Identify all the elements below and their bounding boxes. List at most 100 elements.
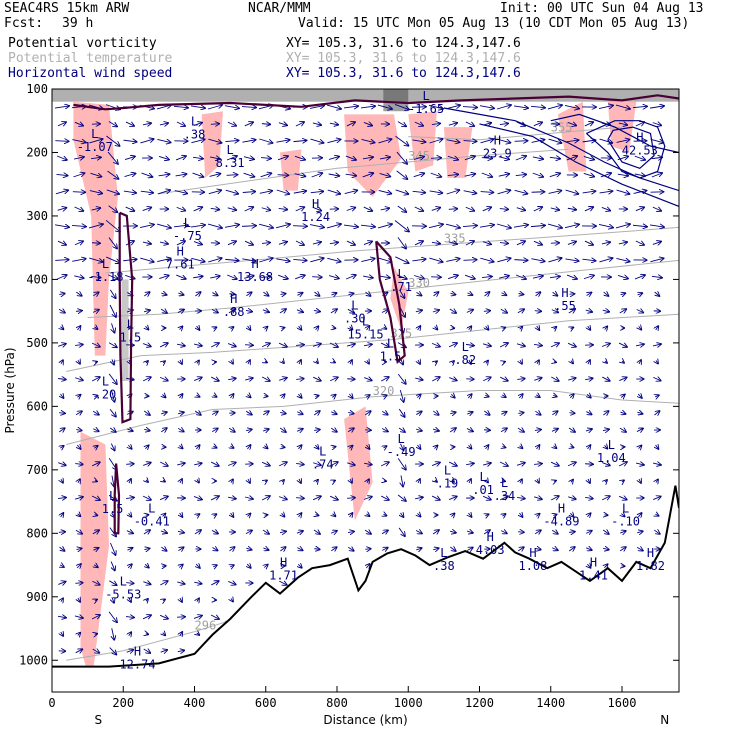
wind-vector-869 — [550, 462, 559, 466]
wind-vector-238 — [173, 225, 188, 227]
wind-vector-747 — [482, 207, 491, 211]
wind-vector-833 — [534, 311, 541, 312]
wind-vector-658 — [415, 530, 422, 533]
wind-vector-42 — [72, 259, 86, 262]
extremum-value-16: .71 — [390, 280, 412, 294]
wind-vector-404 — [262, 411, 269, 415]
wind-vector-1012 — [636, 547, 643, 550]
wind-vector-73 — [88, 224, 103, 229]
wind-vector-910 — [584, 241, 593, 245]
wind-vector-575 — [363, 497, 372, 500]
wind-vector-605 — [381, 530, 388, 533]
wind-vector-69 — [91, 157, 101, 158]
wind-vector-344 — [230, 394, 233, 398]
wind-vector-645 — [415, 310, 422, 312]
wind-vector-200 — [157, 139, 170, 142]
wind-vector-346 — [228, 428, 235, 432]
wind-vector-210 — [160, 309, 167, 313]
wind-vector-409 — [261, 496, 270, 500]
wind-vector-270 — [193, 207, 203, 211]
wind-vector-636 — [413, 157, 424, 160]
wind-vector-127 — [109, 580, 116, 585]
wind-vector-402 — [261, 377, 270, 381]
wind-vector-395 — [259, 258, 272, 263]
wind-vector-258 — [179, 565, 183, 568]
wind-vector-744 — [481, 158, 492, 159]
wind-vector-5 — [55, 190, 68, 195]
wind-vector-459 — [296, 379, 304, 380]
wind-vector-294 — [193, 616, 202, 619]
wind-vector-262 — [180, 632, 183, 636]
wind-vector-388 — [259, 138, 272, 143]
wind-vector-772 — [498, 174, 509, 176]
wind-vector-660 — [428, 104, 443, 108]
wind-vector-349 — [231, 479, 233, 482]
wind-vector-921 — [585, 429, 592, 431]
wind-vector-303 — [207, 223, 222, 228]
wind-vector-563 — [365, 292, 370, 296]
wind-vector-498 — [326, 104, 341, 109]
wind-vector-381 — [248, 514, 251, 517]
wind-vector-351 — [231, 513, 234, 517]
wind-vector-850 — [548, 138, 562, 143]
wind-vector-800 — [516, 208, 525, 211]
wind-vector-535 — [345, 275, 356, 280]
wind-vector-642 — [412, 259, 425, 261]
wind-vector-692 — [446, 190, 460, 195]
wind-vector-465 — [299, 479, 301, 483]
extremum-value-17: 1.5 — [380, 350, 402, 364]
wind-vector-109 — [108, 274, 117, 279]
extremum-value-29: -0.41 — [134, 515, 170, 529]
wind-vector-545 — [349, 446, 352, 449]
wind-vector-898 — [568, 497, 576, 499]
extremum-letter-4: L — [109, 489, 116, 503]
wind-vector-343 — [228, 378, 236, 379]
wind-vector-464 — [296, 463, 304, 464]
wind-vector-1 — [57, 122, 66, 126]
stratosphere-shading — [52, 89, 679, 102]
wind-vector-572 — [366, 445, 369, 449]
plot-frame — [51, 88, 680, 693]
wind-vector-994 — [635, 241, 644, 245]
wind-vector-281 — [196, 395, 199, 397]
wind-vector-89 — [91, 496, 100, 500]
wind-vector-715 — [465, 121, 474, 126]
wind-vector-455 — [296, 310, 303, 312]
wind-vector-25 — [58, 532, 65, 533]
wind-vector-839 — [535, 411, 540, 415]
wind-vector-1030 — [655, 395, 659, 397]
wind-vector-86 — [94, 446, 97, 448]
wind-vector-202 — [158, 174, 170, 176]
wind-vector-693 — [448, 209, 457, 210]
wind-vector-193 — [143, 582, 150, 585]
wind-vector-158 — [127, 548, 132, 550]
wind-vector-565 — [367, 326, 370, 330]
wind-vector-704 — [451, 394, 454, 397]
wind-speed-contour-4 — [607, 126, 655, 169]
wind-vector-725 — [468, 293, 473, 295]
extremum-letter-32: L — [440, 546, 447, 560]
wind-vector-882 — [564, 224, 579, 229]
wind-vector-482 — [314, 292, 319, 296]
wind-vector-493 — [316, 480, 318, 483]
wind-vector-559 — [360, 225, 375, 227]
wind-vector-157 — [126, 531, 133, 534]
wind-vector-656 — [415, 497, 423, 499]
wind-vector-862 — [550, 343, 559, 347]
wind-vector-578 — [365, 549, 370, 550]
wind-vector-751 — [482, 276, 492, 277]
wind-vector-505 — [326, 224, 341, 229]
wind-vector-533 — [346, 241, 355, 245]
wind-vector-1035 — [656, 479, 658, 482]
wind-vector-594 — [380, 343, 389, 347]
wind-vector-950 — [605, 445, 608, 448]
wind-vector-936 — [601, 207, 610, 210]
wind-vector-1014 — [652, 123, 661, 126]
wind-vector-174 — [140, 257, 153, 262]
wind-vector-328 — [227, 122, 236, 126]
wind-vector-135 — [124, 156, 135, 159]
wind-vector-142 — [125, 275, 134, 278]
wind-vector-716 — [463, 141, 477, 142]
wind-vector-160 — [126, 583, 133, 584]
wind-vector-908 — [584, 207, 593, 211]
